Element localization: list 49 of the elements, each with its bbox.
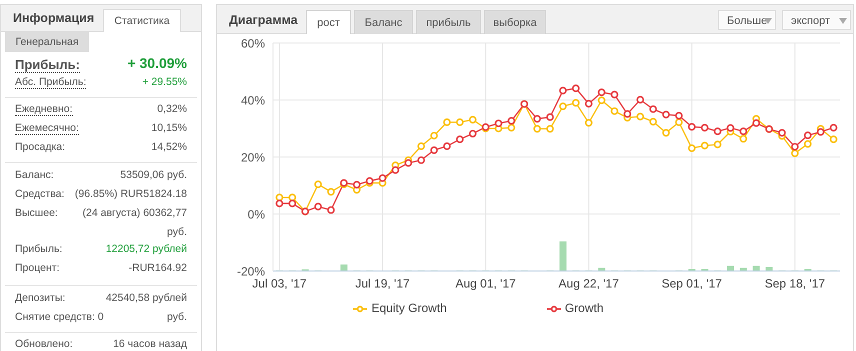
text: 53509,06 руб. [120,169,187,181]
text: выборка [484,10,546,34]
y-tick-label: 0% [248,207,266,222]
text: Прибыль: [15,57,80,73]
text: Снятие средств: 0 [15,311,104,323]
text: Ежемесячно: [15,122,79,135]
text: + 30.09% [127,55,187,71]
text: прибыль [416,10,481,34]
chart-title: Диаграмма [229,13,298,27]
text: 42540,58 рублей [106,292,187,304]
text: Баланс [354,10,413,34]
x-tick-label: Jul 03, '17 [252,276,307,291]
text: экспорт [782,10,851,30]
text: рост [306,10,351,34]
text: 0,32% [157,103,187,115]
text: Прибыль: [15,243,62,255]
text: Больше [718,10,776,30]
text: 10,15% [151,122,187,134]
text: Генеральная [5,32,89,52]
y-tick-label: 40% [240,93,266,108]
text: Ежедневно: [15,103,73,116]
y-tick-label: -20% [236,264,266,278]
legend-label: Growth [564,301,604,315]
text: Депозиты: [15,292,66,304]
text: 12205,72 рублей [106,243,187,255]
text: Высшее: [15,207,58,219]
text: -RUR164.92 [128,262,187,274]
legend-label: Equity Growth [371,301,447,315]
text: Процент: [15,262,60,274]
text: Баланс: [15,169,54,181]
x-tick-label: Jul 19, '17 [355,276,410,291]
text: Обновлено: [15,338,73,350]
text: 14,52% [151,141,187,153]
text: Средства: [15,188,64,200]
text: Статистика [103,9,181,32]
x-tick-label: Sep 18, '17 [764,276,826,291]
x-tick-label: Sep 01, '17 [662,276,722,291]
x-tick-label: Aug 01, '17 [455,276,516,291]
text: (24 августа) 60362,77 руб. [82,206,187,240]
y-tick-label: 60% [240,36,266,50]
text: руб. [166,311,187,323]
text: 16 часов назад [113,338,187,350]
text: (96.85%) RUR51824.18 [74,187,187,202]
text: Абс. Прибыль: [15,76,86,89]
text: Просадка: [15,141,66,153]
y-tick-label: 20% [240,150,266,164]
text: Информация [13,11,94,25]
x-tick-label: Aug 22, '17 [558,276,620,291]
text: + 29.55% [142,76,187,88]
